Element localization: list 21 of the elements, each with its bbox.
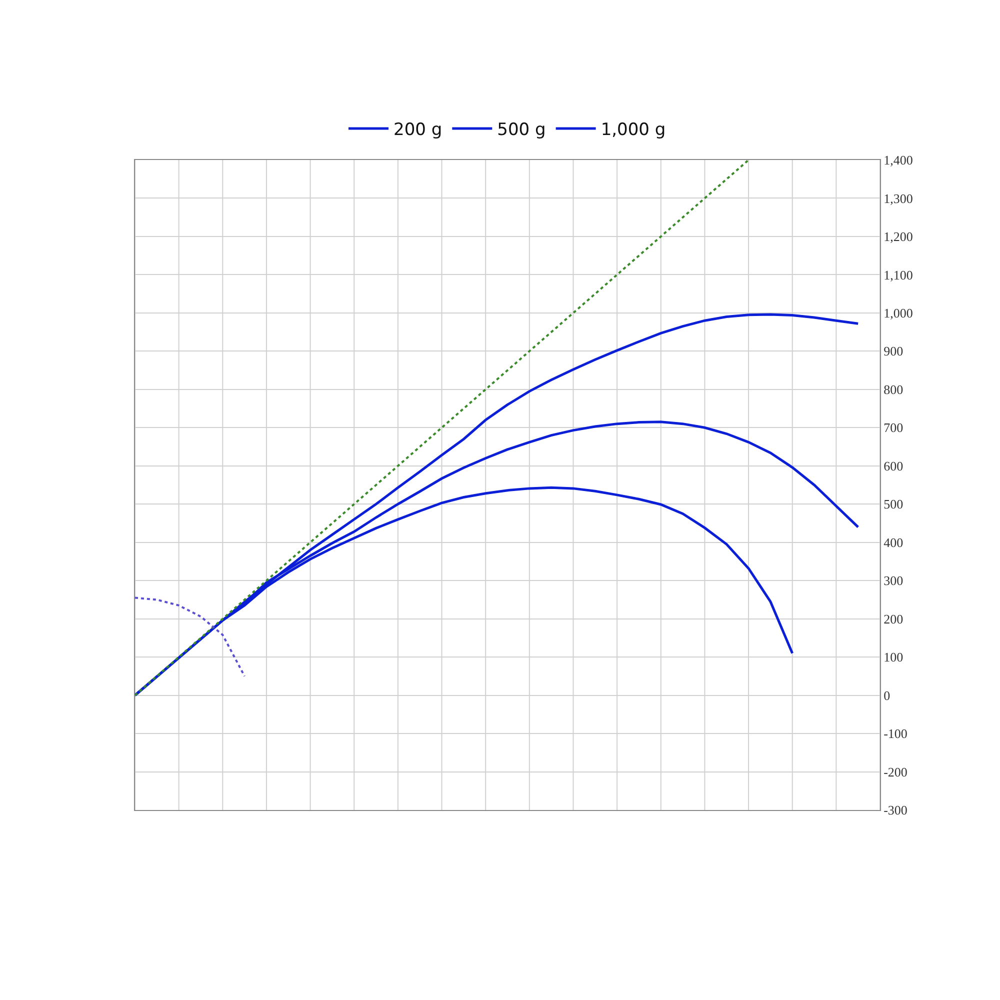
y-tick-label: 700 [884, 420, 904, 436]
y-tick-label: 400 [884, 534, 904, 550]
legend-label: 1,000 g [600, 120, 666, 140]
y-tick-label: 100 [884, 650, 904, 665]
y-tick-label: 500 [884, 496, 904, 512]
y-tick-label: -300 [884, 802, 908, 818]
y-tick-label: 600 [884, 458, 904, 474]
y-tick-label: 1,100 [884, 267, 913, 282]
y-tick-label: 300 [884, 573, 904, 588]
y-tick-label: 1,300 [884, 190, 913, 206]
legend-label: 200 g [394, 120, 442, 140]
y-tick-label: -200 [884, 764, 908, 780]
legend-label: 500 g [497, 120, 546, 140]
y-tick-label: 900 [884, 344, 904, 359]
y-tick-label: -100 [884, 726, 908, 742]
y-tick-label: 0 [884, 688, 890, 703]
y-tick-label: 1,200 [884, 229, 913, 244]
y-tick-label: 800 [884, 382, 904, 397]
y-tick-label: 200 [884, 611, 904, 626]
y-tick-label: 1,000 [884, 305, 913, 320]
y-tick-label: 1,400 [884, 152, 913, 168]
